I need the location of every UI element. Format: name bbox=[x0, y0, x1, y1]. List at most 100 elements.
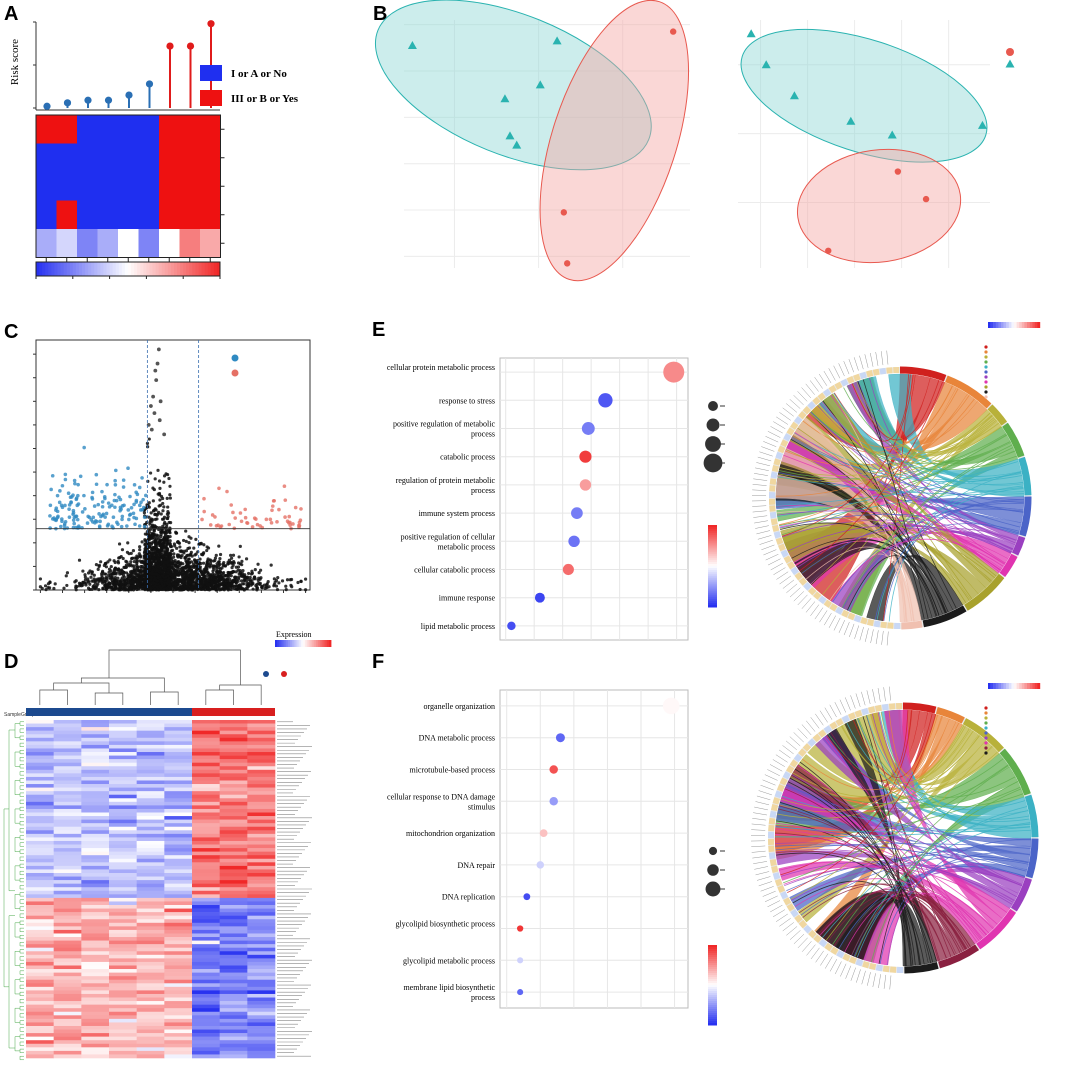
volcano-point bbox=[135, 567, 139, 571]
expression-cell bbox=[136, 720, 165, 724]
volcano-point bbox=[164, 575, 168, 579]
pvalue-colorbar-segment bbox=[708, 963, 717, 966]
expression-cell bbox=[219, 1015, 248, 1020]
gene-segment bbox=[840, 378, 849, 387]
pvalue-colorbar-segment bbox=[708, 586, 717, 590]
expression-cell bbox=[53, 816, 82, 820]
gene-label-mark bbox=[752, 505, 767, 507]
volcano-point bbox=[277, 581, 281, 585]
volcano-point bbox=[173, 571, 177, 576]
expression-cell bbox=[136, 730, 165, 735]
down-regulated-point bbox=[142, 515, 147, 520]
expression-cell bbox=[164, 926, 193, 931]
expression-cell bbox=[109, 965, 137, 970]
volcano-point bbox=[237, 555, 241, 559]
gene-label-mark bbox=[755, 871, 770, 876]
expression-cell bbox=[192, 1018, 220, 1023]
chord-line bbox=[780, 735, 980, 811]
gene-label-mark bbox=[859, 626, 864, 641]
down-regulated-point bbox=[106, 522, 111, 527]
colorbar-segment bbox=[97, 262, 101, 276]
expression-cell bbox=[219, 780, 248, 785]
volcano-point bbox=[206, 571, 210, 575]
expression-cell bbox=[26, 723, 54, 728]
expression-cell bbox=[26, 905, 54, 909]
expression-cell bbox=[26, 954, 54, 959]
gene-label-mark bbox=[753, 861, 768, 864]
expression-cell bbox=[53, 1047, 82, 1052]
expression-cell bbox=[164, 872, 193, 877]
expression-cell bbox=[81, 816, 110, 820]
expression-cell bbox=[109, 993, 137, 998]
enrichment-dot bbox=[571, 507, 583, 519]
count-legend-dot bbox=[706, 418, 720, 432]
volcano-point bbox=[102, 577, 107, 581]
colorbar-segment bbox=[177, 262, 181, 276]
volcano-point bbox=[214, 575, 218, 579]
volcano-point bbox=[179, 572, 183, 576]
group-l-marker bbox=[263, 671, 269, 677]
gene-label-mark bbox=[869, 352, 874, 367]
expression-cell bbox=[53, 848, 82, 852]
chord-line bbox=[779, 433, 1007, 480]
up-regulated-point bbox=[214, 524, 219, 528]
gene-label-mark bbox=[801, 598, 812, 609]
gene-segment bbox=[772, 797, 781, 805]
expression-cell bbox=[164, 830, 193, 835]
colorbar-segment bbox=[207, 262, 212, 276]
pvalue-colorbar-segment bbox=[708, 1023, 717, 1026]
enrichment-dot bbox=[517, 925, 524, 932]
expression-cell bbox=[53, 869, 82, 874]
top-significant-point bbox=[158, 399, 163, 404]
chord-colorbar-segment bbox=[1008, 322, 1012, 328]
expression-cell bbox=[81, 897, 110, 902]
down-regulated-point bbox=[55, 509, 60, 514]
expression-cell bbox=[136, 805, 165, 810]
expression-cell bbox=[109, 812, 137, 817]
gene-label-mark bbox=[786, 926, 798, 936]
expression-cell bbox=[136, 897, 165, 902]
expression-cell bbox=[192, 730, 220, 735]
colorbar-segment bbox=[42, 262, 46, 276]
expression-cell bbox=[247, 926, 276, 931]
chord-line bbox=[796, 527, 1012, 568]
colorbar-segment bbox=[131, 262, 135, 276]
expression-cell bbox=[53, 933, 82, 938]
expression-cell bbox=[219, 766, 248, 771]
down-regulated-point bbox=[63, 472, 68, 477]
volcano-point bbox=[163, 568, 167, 572]
volcano-point bbox=[127, 575, 131, 579]
expression-cell bbox=[136, 723, 165, 728]
volcano-point bbox=[152, 559, 156, 563]
expression-cell bbox=[164, 844, 193, 849]
volcano-point bbox=[273, 580, 277, 584]
volcano-point bbox=[171, 582, 175, 586]
gene-segment bbox=[790, 421, 799, 430]
pvalue-colorbar-segment bbox=[708, 555, 717, 559]
heatmap-cell bbox=[118, 115, 139, 144]
expression-cell bbox=[219, 819, 248, 824]
expression-cell bbox=[136, 816, 165, 820]
expression-colorbar-segment bbox=[323, 640, 326, 647]
expression-cell bbox=[26, 958, 54, 963]
volcano-point bbox=[227, 574, 231, 579]
gene-segment bbox=[823, 725, 832, 734]
gene-label-mark bbox=[765, 553, 779, 561]
volcano-point bbox=[172, 542, 177, 546]
expression-cell bbox=[219, 905, 248, 909]
volcano-point bbox=[217, 582, 221, 586]
volcano-point bbox=[196, 576, 200, 580]
up-regulated-point bbox=[277, 507, 281, 512]
expression-cell bbox=[26, 1001, 54, 1005]
pvalue-colorbar-segment bbox=[708, 600, 717, 604]
volcano-point bbox=[177, 578, 182, 582]
pvalue-colorbar-segment bbox=[708, 975, 717, 978]
expression-cell bbox=[247, 734, 276, 739]
expression-cell bbox=[26, 940, 54, 945]
volcano-point bbox=[202, 543, 206, 547]
volcano-point bbox=[252, 575, 257, 579]
expression-cell bbox=[192, 798, 220, 803]
expression-colorbar-segment bbox=[286, 640, 289, 647]
gene-segment bbox=[882, 965, 890, 973]
expression-cell bbox=[192, 791, 220, 796]
